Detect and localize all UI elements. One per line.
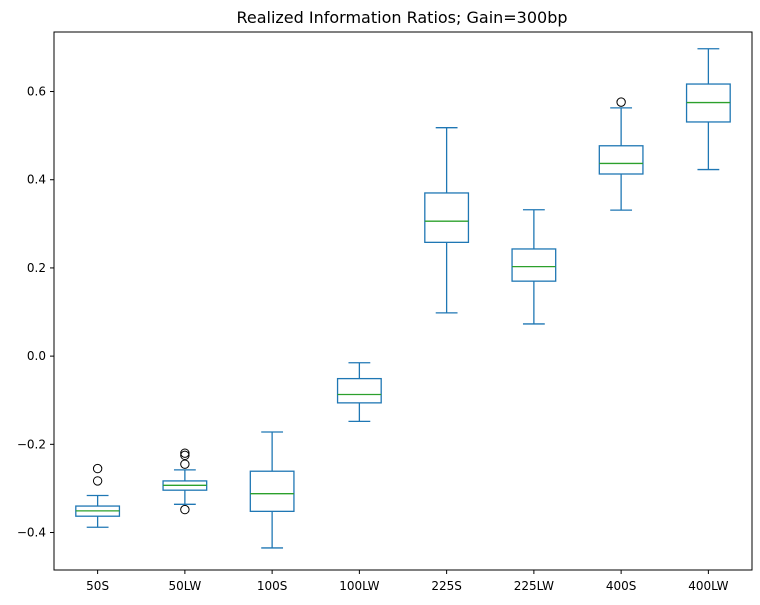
y-axis: −0.4 −0.2 0.0 0.2 0.4 0.6 [17, 85, 54, 540]
x-tick-label: 50S [86, 579, 109, 593]
x-tick-label: 100LW [339, 579, 379, 593]
box-100S [249, 431, 295, 549]
outlier-point [180, 459, 190, 469]
x-tick-label: 400LW [688, 579, 728, 593]
iqr-box [336, 377, 382, 404]
y-tick-label: 0.0 [27, 349, 46, 363]
y-tick-label: 0.6 [27, 85, 46, 99]
box-225S [424, 127, 470, 314]
iqr-box [249, 470, 295, 512]
x-axis: 50S 50LW 100S 100LW 225S 225LW 400S 400LW [86, 570, 729, 593]
box-400S [598, 97, 644, 211]
box-50LW [162, 448, 208, 515]
outlier-point [180, 504, 190, 515]
x-tick-label: 100S [257, 579, 288, 593]
chart-title: Realized Information Ratios; Gain=300bp [236, 8, 567, 27]
box-series [75, 48, 731, 549]
outlier-point [180, 448, 190, 458]
box-100LW [336, 362, 382, 423]
iqr-box [598, 145, 644, 175]
box-50S [75, 463, 121, 528]
outlier-point [92, 476, 103, 486]
iqr-box [424, 192, 470, 243]
box-225LW [511, 209, 557, 325]
plot-frame [53, 31, 753, 571]
outlier-point [92, 463, 103, 474]
box-400LW [685, 48, 731, 171]
y-tick-label: 0.2 [27, 261, 46, 275]
x-tick-label: 400S [606, 579, 637, 593]
outlier-point [180, 450, 190, 461]
iqr-box [511, 248, 557, 282]
y-tick-label: −0.2 [17, 437, 46, 451]
y-tick-label: 0.4 [27, 173, 46, 187]
x-tick-label: 225S [431, 579, 462, 593]
outlier-point [616, 97, 626, 107]
x-tick-label: 50LW [169, 579, 202, 593]
y-tick-label: −0.4 [17, 526, 46, 540]
x-tick-label: 225LW [514, 579, 554, 593]
